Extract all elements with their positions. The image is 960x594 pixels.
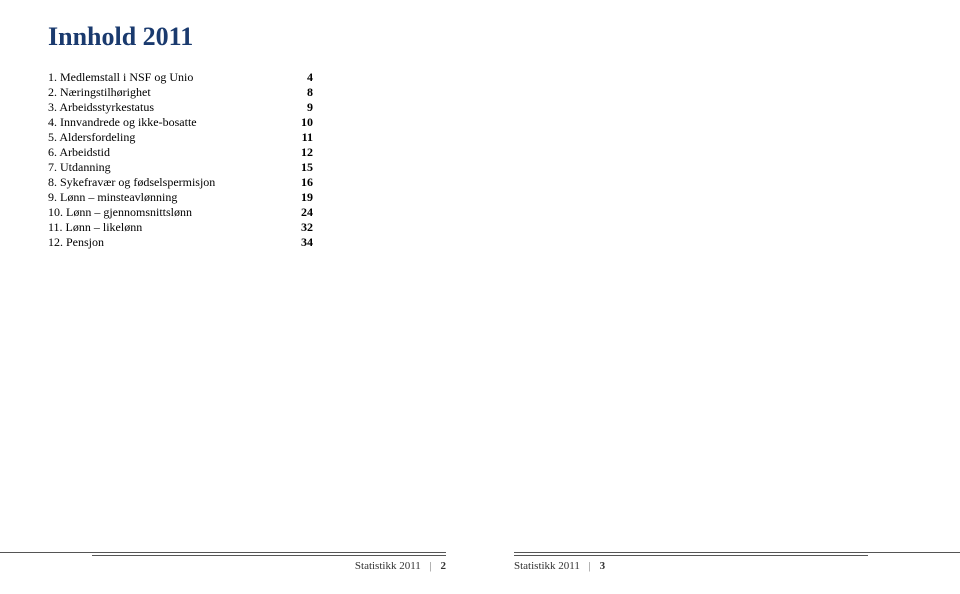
footer-text-left: Statistikk 2011 | 2 xyxy=(0,560,480,572)
toc-label: 5. Aldersfordeling xyxy=(48,130,285,145)
toc-label: 7. Utdanning xyxy=(48,160,285,175)
toc-label: 3. Arbeidsstyrkestatus xyxy=(48,100,285,115)
footer-page-number: 2 xyxy=(441,560,447,572)
footer-rule-outer xyxy=(0,552,446,553)
toc-row: 10. Lønn – gjennomsnittslønn24 xyxy=(48,205,313,220)
footer-separator: | xyxy=(430,560,432,572)
toc-page-number: 8 xyxy=(285,85,313,100)
right-page: Statistikk 2011 | 3 xyxy=(480,0,960,594)
toc-label: 2. Næringstilhørighet xyxy=(48,85,285,100)
toc-page-number: 9 xyxy=(285,100,313,115)
toc-page-number: 15 xyxy=(285,160,313,175)
toc-page-number: 34 xyxy=(285,235,313,250)
left-page: Innhold 2011 1. Medlemstall i NSF og Uni… xyxy=(0,0,480,594)
toc-label: 4. Innvandrede og ikke-bosatte xyxy=(48,115,285,130)
toc-row: 4. Innvandrede og ikke-bosatte10 xyxy=(48,115,313,130)
footer-rule-inner xyxy=(92,555,446,556)
footer-label: Statistikk 2011 xyxy=(355,560,421,572)
toc-page-number: 12 xyxy=(285,145,313,160)
toc-row: 3. Arbeidsstyrkestatus9 xyxy=(48,100,313,115)
footer-label: Statistikk 2011 xyxy=(514,560,580,572)
toc-label: 11. Lønn – likelønn xyxy=(48,220,285,235)
table-of-contents: 1. Medlemstall i NSF og Unio42. Næringst… xyxy=(48,70,313,250)
footer-right: Statistikk 2011 | 3 xyxy=(480,552,960,572)
toc-row: 6. Arbeidstid12 xyxy=(48,145,313,160)
page-title: Innhold 2011 xyxy=(48,22,432,52)
toc-label: 1. Medlemstall i NSF og Unio xyxy=(48,70,285,85)
footer-separator: | xyxy=(589,560,591,572)
toc-row: 5. Aldersfordeling11 xyxy=(48,130,313,145)
footer-left: Statistikk 2011 | 2 xyxy=(0,552,480,572)
toc-page-number: 4 xyxy=(285,70,313,85)
toc-label: 8. Sykefravær og fødselspermisjon xyxy=(48,175,285,190)
toc-label: 6. Arbeidstid xyxy=(48,145,285,160)
toc-row: 12. Pensjon34 xyxy=(48,235,313,250)
footer-rule-outer xyxy=(514,552,960,553)
toc-row: 8. Sykefravær og fødselspermisjon16 xyxy=(48,175,313,190)
toc-page-number: 32 xyxy=(285,220,313,235)
footer-text-right: Statistikk 2011 | 3 xyxy=(480,560,960,572)
toc-label: 10. Lønn – gjennomsnittslønn xyxy=(48,205,285,220)
toc-page-number: 24 xyxy=(285,205,313,220)
toc-page-number: 10 xyxy=(285,115,313,130)
footer-page-number: 3 xyxy=(600,560,606,572)
toc-page-number: 11 xyxy=(285,130,313,145)
toc-row: 7. Utdanning15 xyxy=(48,160,313,175)
toc-page-number: 16 xyxy=(285,175,313,190)
toc-page-number: 19 xyxy=(285,190,313,205)
toc-label: 12. Pensjon xyxy=(48,235,285,250)
toc-label: 9. Lønn – minsteavlønning xyxy=(48,190,285,205)
toc-row: 2. Næringstilhørighet8 xyxy=(48,85,313,100)
toc-row: 11. Lønn – likelønn32 xyxy=(48,220,313,235)
toc-row: 9. Lønn – minsteavlønning19 xyxy=(48,190,313,205)
toc-row: 1. Medlemstall i NSF og Unio4 xyxy=(48,70,313,85)
footer-rule-inner xyxy=(514,555,868,556)
page-spread: Innhold 2011 1. Medlemstall i NSF og Uni… xyxy=(0,0,960,594)
